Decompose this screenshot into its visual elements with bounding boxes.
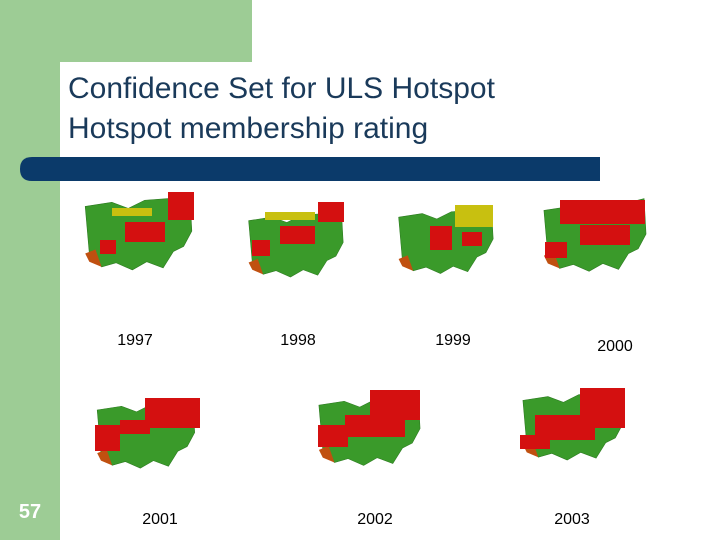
map-label: 2003: [554, 511, 590, 528]
title-line: Hotspot membership rating: [68, 112, 428, 145]
map-label: 1998: [280, 332, 316, 349]
map-label: 1997: [117, 332, 153, 349]
title-line: Confidence Set for ULS Hotspot: [68, 72, 496, 105]
map: [84, 192, 194, 271]
map: [398, 205, 494, 275]
map-label: 1999: [435, 332, 471, 349]
side-bar: [0, 0, 60, 540]
title-rule: [20, 157, 600, 181]
map: [318, 390, 421, 466]
map-label: 2002: [357, 511, 393, 528]
slide-number: 57: [19, 501, 41, 523]
map: [248, 202, 344, 278]
map: [95, 398, 200, 469]
map: [543, 198, 647, 272]
map: [520, 388, 625, 461]
map-label: 2000: [597, 338, 633, 355]
map-label: 2001: [142, 511, 178, 528]
top-block: [0, 0, 252, 62]
